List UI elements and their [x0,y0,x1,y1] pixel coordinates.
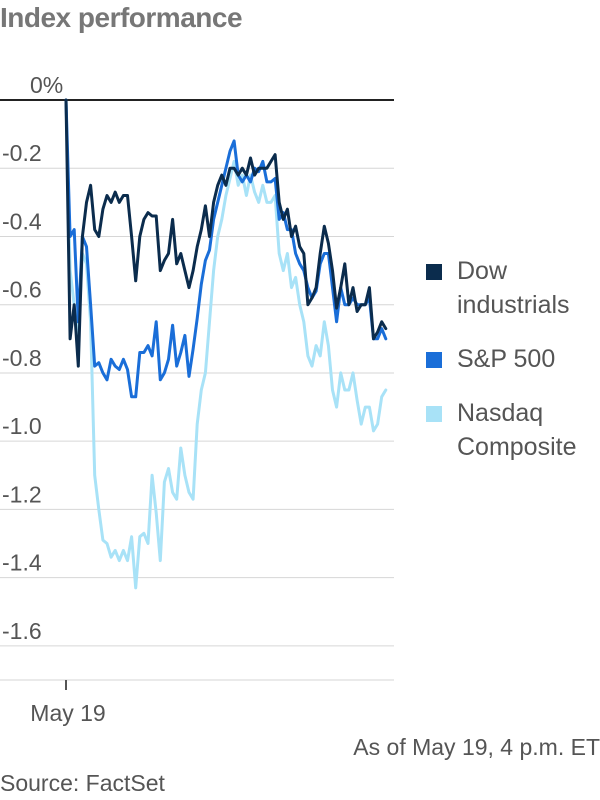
legend-item-sp500: S&P 500 [426,342,600,376]
legend-swatch-sp500 [426,352,442,368]
legend-label-dow: Dow industrials [457,257,570,319]
sp500-line [64,98,388,399]
y-tick-label: -0.8 [2,345,42,371]
legend-label-nasdaq: Nasdaq Composite [457,399,577,461]
legend-item-nasdaq: Nasdaq Composite [426,396,600,464]
dow-industrials-line [64,98,388,368]
gridlines [0,99,394,647]
legend: Dow industrials S&P 500 Nasdaq Composite [426,254,600,484]
x-tick-label: May 19 [30,700,105,726]
legend-swatch-dow [426,264,442,280]
y-tick-label: 0% [30,72,63,98]
y-tick-label: -1.0 [2,413,42,439]
source-note: Source: FactSet [0,770,165,796]
legend-item-dow: Dow industrials [426,254,600,322]
y-tick-label: -1.4 [2,550,42,576]
legend-label-sp500: S&P 500 [457,345,556,373]
chart-title: Index performance [0,2,243,33]
y-tick-label: -0.4 [2,208,42,234]
series-lines [64,98,388,590]
y-tick-label: -1.6 [2,618,42,644]
legend-swatch-nasdaq [426,406,442,422]
nasdaq-composite-line [64,98,388,590]
y-tick-label: -0.6 [2,277,42,303]
timestamp-note: As of May 19, 4 p.m. ET [353,734,600,760]
y-tick-label: -1.2 [2,481,42,507]
axes: 0% -0.2 -0.4 -0.6 -0.8 -1.0 -1.2 -1.4 -1.6 May 19 [0,72,394,726]
y-tick-label: -0.2 [2,140,42,166]
